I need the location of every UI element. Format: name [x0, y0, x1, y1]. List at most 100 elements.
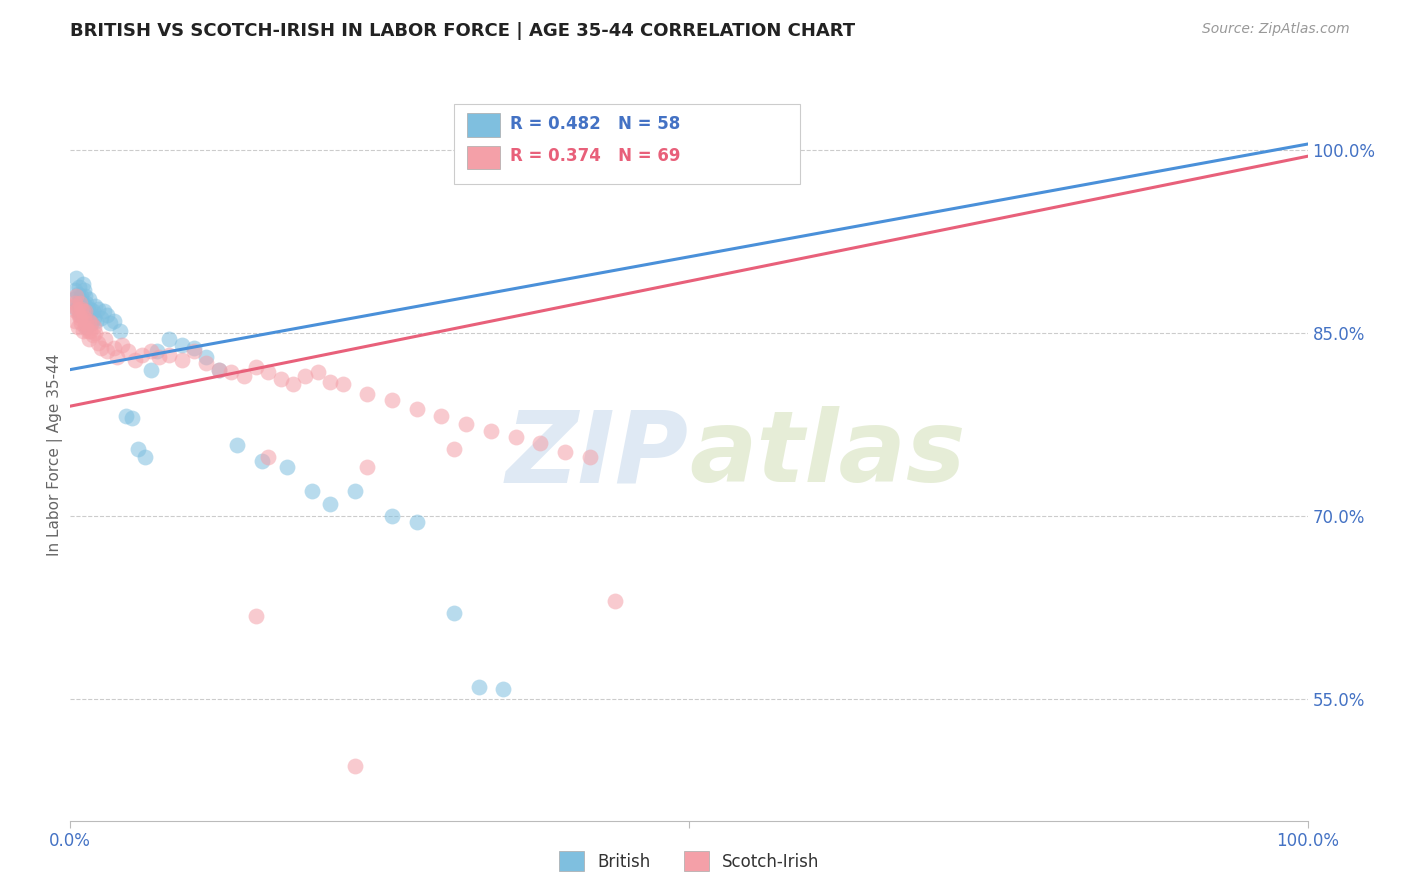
- Point: [332, 377, 354, 392]
- Point: [381, 508, 404, 523]
- Point: [67, 299, 90, 313]
- Point: [83, 311, 105, 326]
- Text: ZIP: ZIP: [506, 407, 689, 503]
- Point: [96, 308, 118, 322]
- Point: [270, 372, 292, 386]
- Point: [80, 316, 103, 330]
- Point: [65, 271, 87, 285]
- Point: [75, 316, 97, 330]
- Point: [63, 292, 86, 306]
- Point: [72, 295, 94, 310]
- FancyBboxPatch shape: [467, 145, 499, 169]
- Point: [65, 314, 87, 328]
- Point: [294, 368, 316, 383]
- Point: [257, 365, 280, 379]
- Point: [96, 344, 118, 359]
- Point: [319, 497, 342, 511]
- Text: Source: ZipAtlas.com: Source: ZipAtlas.com: [1202, 22, 1350, 37]
- Point: [226, 438, 249, 452]
- Point: [76, 301, 98, 316]
- Point: [443, 607, 465, 621]
- Point: [127, 442, 149, 456]
- Point: [90, 311, 112, 326]
- Point: [77, 311, 100, 326]
- Point: [170, 338, 193, 352]
- Point: [183, 341, 205, 355]
- Point: [76, 324, 98, 338]
- Point: [139, 344, 162, 359]
- Point: [80, 316, 103, 330]
- Point: [84, 314, 107, 328]
- Point: [250, 454, 273, 468]
- Legend: British, Scotch-Irish: British, Scotch-Irish: [553, 845, 825, 878]
- Point: [208, 362, 231, 376]
- Point: [65, 284, 87, 298]
- Point: [117, 344, 139, 359]
- Point: [79, 324, 101, 338]
- Point: [479, 424, 502, 438]
- Point: [131, 348, 153, 362]
- Point: [124, 352, 146, 367]
- Y-axis label: In Labor Force | Age 35-44: In Labor Force | Age 35-44: [48, 354, 63, 556]
- Point: [83, 320, 105, 334]
- Point: [77, 314, 100, 328]
- Point: [157, 332, 180, 346]
- Point: [108, 324, 131, 338]
- Point: [257, 450, 280, 465]
- Point: [73, 308, 96, 322]
- Point: [195, 351, 218, 365]
- Point: [603, 594, 626, 608]
- Point: [66, 301, 89, 316]
- Point: [70, 301, 93, 316]
- FancyBboxPatch shape: [454, 103, 800, 185]
- Point: [70, 289, 93, 303]
- Point: [146, 344, 169, 359]
- Point: [170, 352, 193, 367]
- Point: [505, 430, 527, 444]
- Point: [65, 289, 87, 303]
- Text: R = 0.482   N = 58: R = 0.482 N = 58: [509, 114, 679, 133]
- Point: [467, 680, 489, 694]
- Point: [232, 368, 254, 383]
- Point: [281, 377, 304, 392]
- FancyBboxPatch shape: [467, 113, 499, 136]
- Point: [405, 515, 427, 529]
- Point: [82, 328, 104, 343]
- Point: [381, 393, 404, 408]
- Point: [69, 292, 91, 306]
- Point: [307, 365, 329, 379]
- Point: [529, 435, 551, 450]
- Point: [69, 311, 91, 326]
- Point: [554, 445, 576, 459]
- Point: [90, 341, 112, 355]
- Point: [245, 608, 267, 623]
- Point: [84, 299, 107, 313]
- Point: [343, 484, 366, 499]
- Point: [73, 311, 96, 326]
- Point: [219, 365, 242, 379]
- Point: [276, 460, 298, 475]
- Text: BRITISH VS SCOTCH-IRISH IN LABOR FORCE | AGE 35-44 CORRELATION CHART: BRITISH VS SCOTCH-IRISH IN LABOR FORCE |…: [70, 22, 855, 40]
- Text: R = 0.374   N = 69: R = 0.374 N = 69: [509, 147, 681, 165]
- Point: [66, 320, 89, 334]
- Point: [65, 301, 87, 316]
- Point: [66, 287, 89, 301]
- Point: [148, 351, 170, 365]
- Point: [405, 401, 427, 416]
- Point: [456, 417, 478, 432]
- Point: [65, 304, 87, 318]
- Point: [195, 357, 218, 371]
- Point: [134, 450, 156, 465]
- Point: [157, 348, 180, 362]
- Point: [69, 295, 91, 310]
- Point: [75, 299, 97, 313]
- Point: [579, 450, 602, 465]
- Point: [103, 314, 125, 328]
- Point: [105, 351, 128, 365]
- Text: atlas: atlas: [689, 407, 966, 503]
- Point: [77, 332, 100, 346]
- Point: [103, 341, 125, 355]
- Point: [63, 299, 86, 313]
- Point: [67, 308, 90, 322]
- Point: [86, 301, 108, 316]
